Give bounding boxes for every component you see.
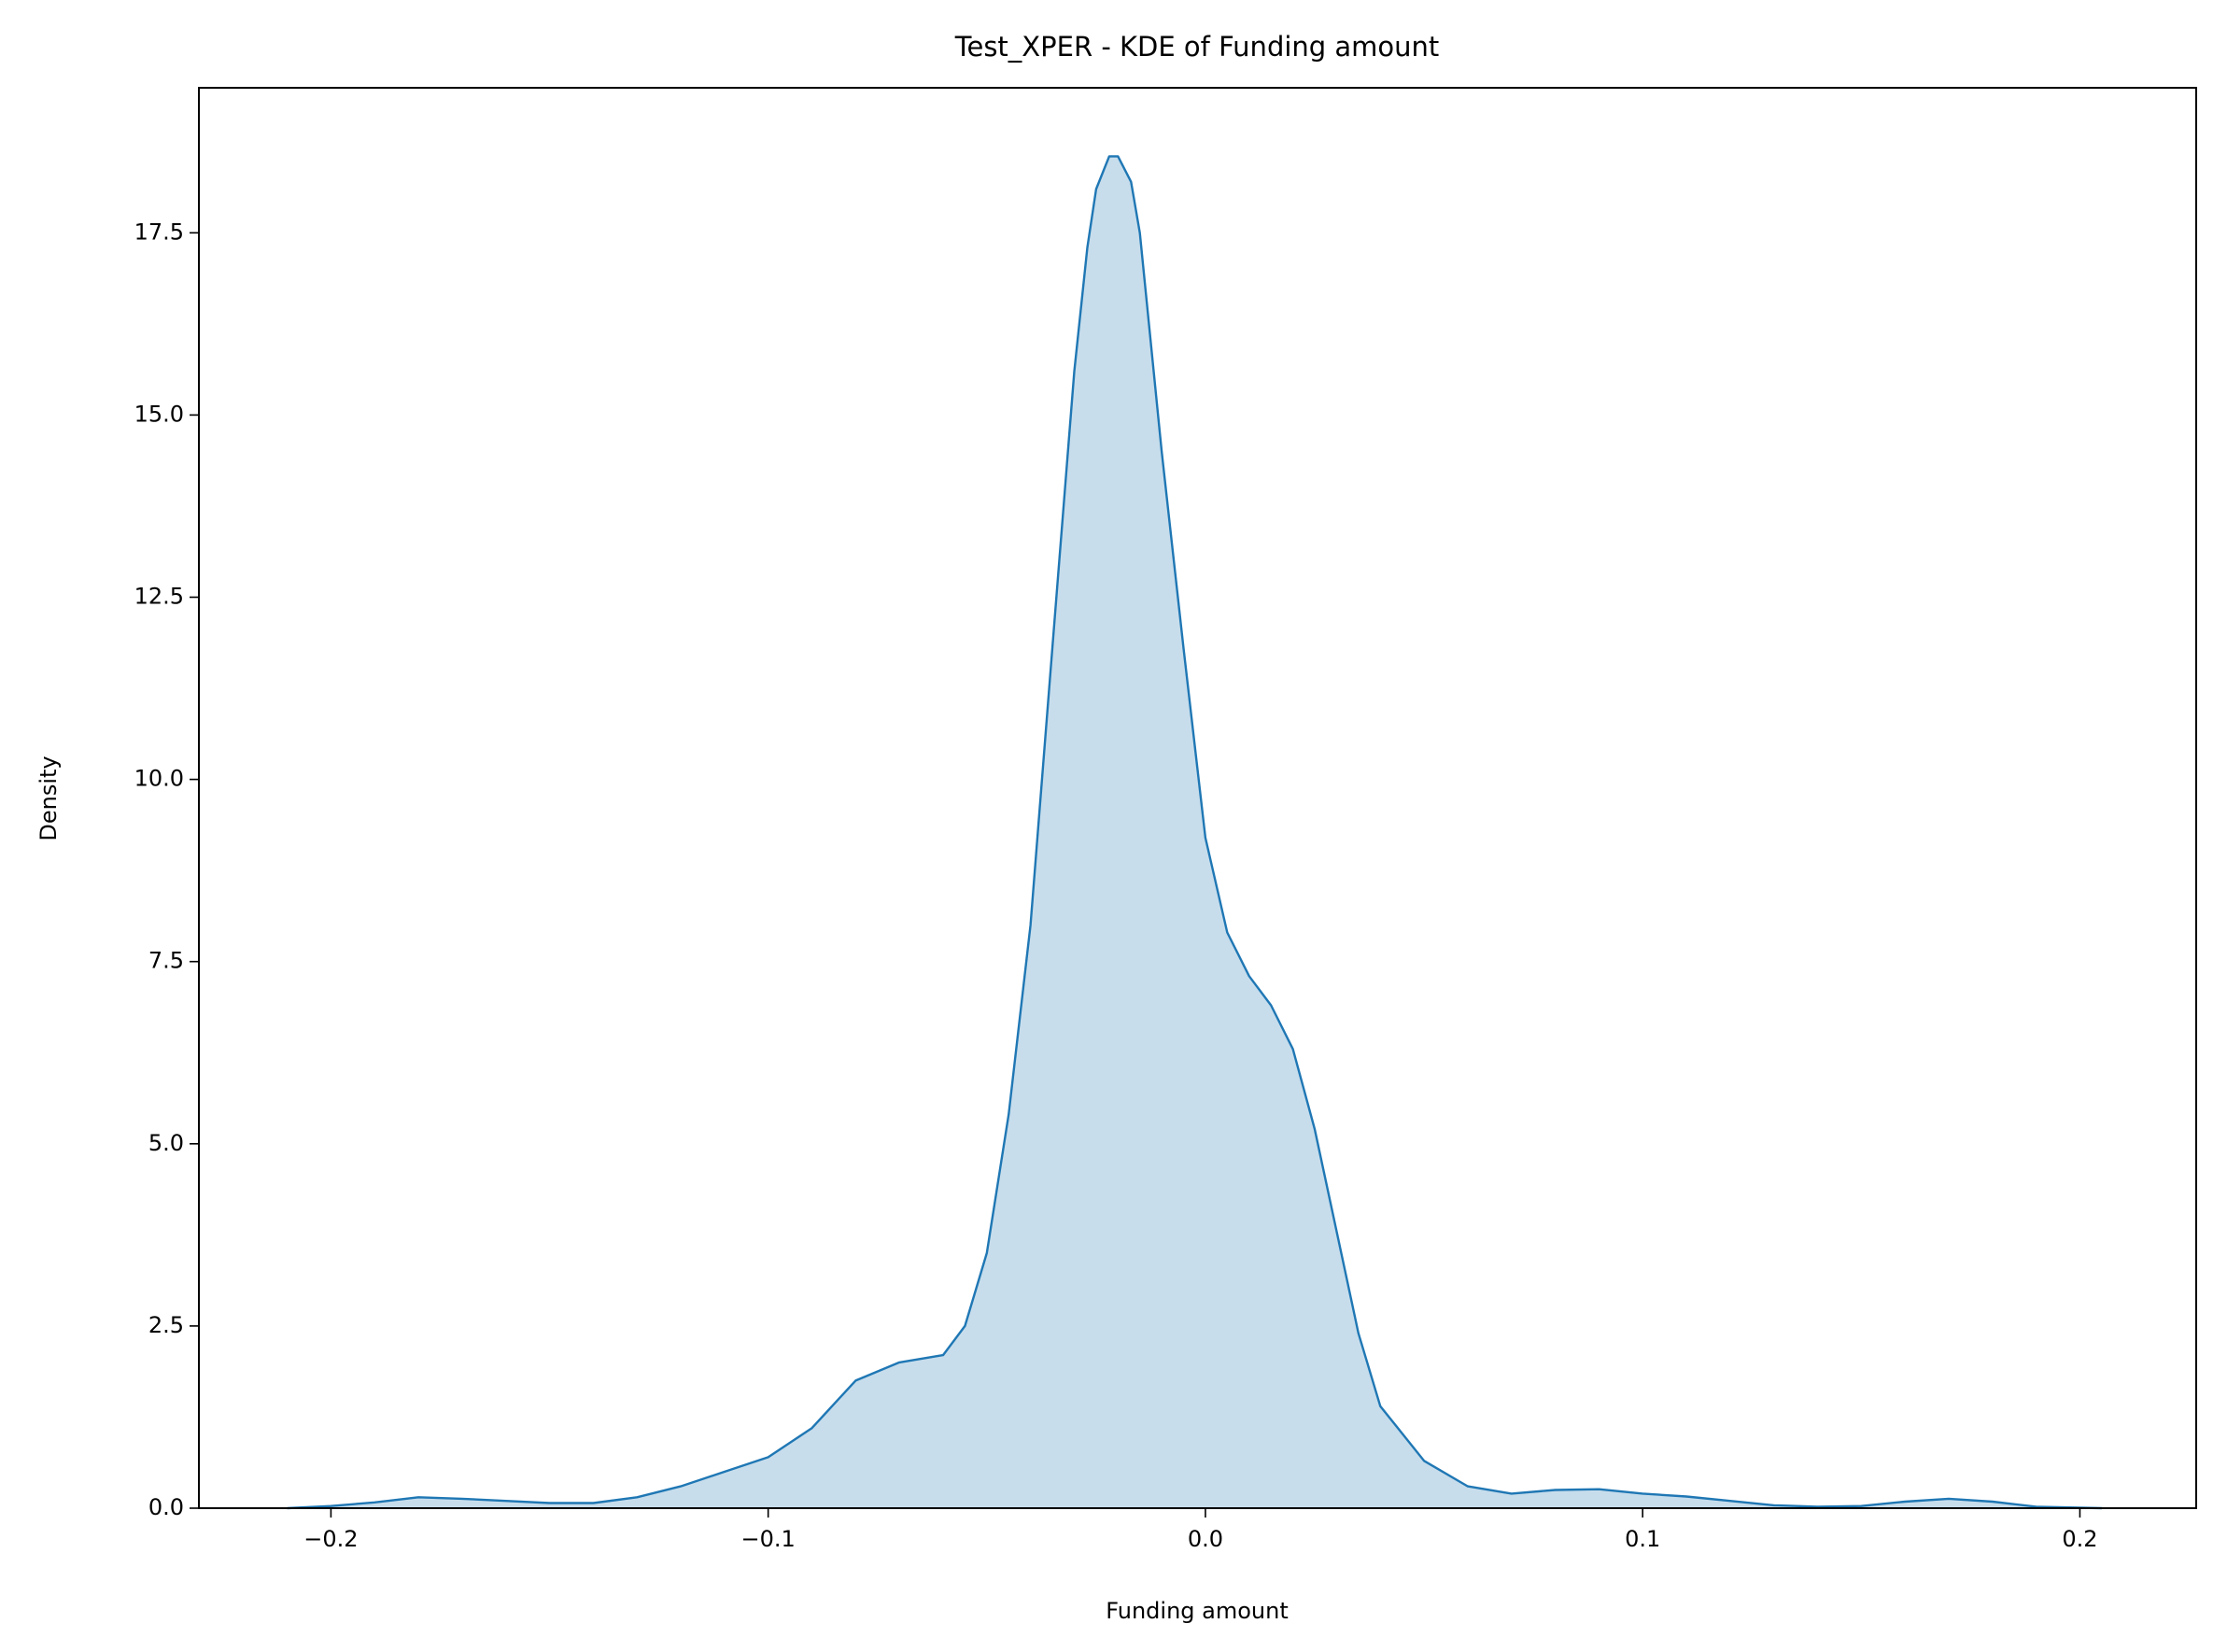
x-tick-label: −0.2	[303, 1526, 358, 1552]
density-line	[287, 155, 2102, 1510]
y-tick-label: 0.0	[148, 1494, 184, 1520]
x-axis-label: Funding amount	[1106, 1598, 1289, 1624]
y-tick-label: 2.5	[148, 1312, 184, 1338]
y-tick-label: 15.0	[134, 401, 184, 427]
y-tick-label: 7.5	[148, 948, 184, 974]
chart-title: Test_XPER - KDE of Funding amount	[954, 31, 1440, 63]
x-tick-label: −0.1	[741, 1526, 796, 1552]
x-tick-label: 0.0	[1188, 1526, 1223, 1552]
y-tick-label: 5.0	[148, 1130, 184, 1156]
x-tick-label: 0.2	[2062, 1526, 2097, 1552]
x-tick-label: 0.1	[1625, 1526, 1660, 1552]
y-axis-label: Density	[35, 755, 62, 840]
y-tick-label: 12.5	[134, 583, 184, 609]
density-area	[287, 156, 2102, 1508]
y-tick-label: 17.5	[134, 219, 184, 245]
y-tick-label: 10.0	[134, 766, 184, 792]
axes-frame	[198, 87, 2197, 1509]
